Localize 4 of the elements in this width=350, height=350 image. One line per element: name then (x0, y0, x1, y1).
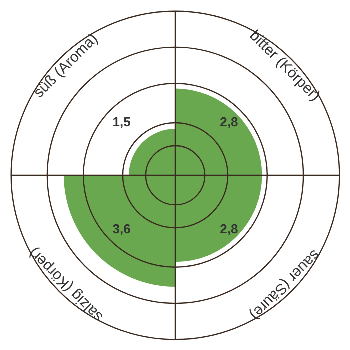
data-label: 2,8 (220, 114, 238, 130)
data-label: 1,5 (112, 114, 131, 130)
data-label: 2,8 (220, 222, 238, 237)
data-label: 3,6 (112, 222, 131, 237)
